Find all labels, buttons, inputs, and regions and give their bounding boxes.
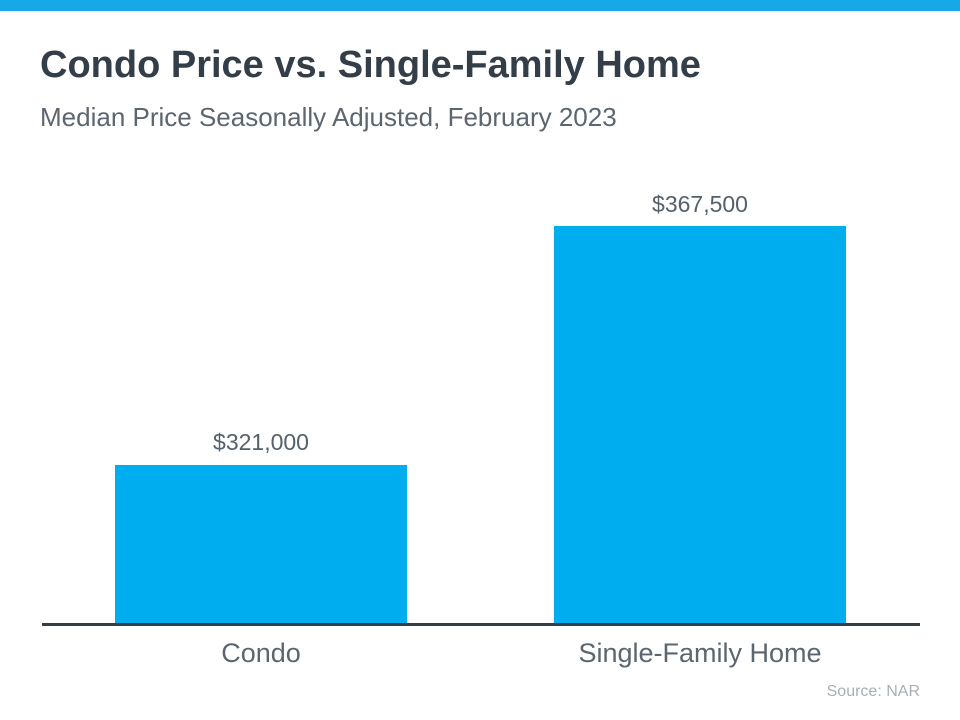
category-label-single-family: Single-Family Home: [578, 638, 822, 668]
bar-value-label-condo: $321,000: [213, 429, 309, 455]
top-accent-bar: [0, 0, 960, 11]
source-note: Source: NAR: [826, 683, 920, 700]
bar-value-label-single-family: $367,500: [652, 191, 748, 217]
page-title: Condo Price vs. Single-Family Home: [40, 44, 701, 86]
bar-condo: [115, 465, 407, 623]
category-label-condo: Condo: [221, 638, 301, 668]
page-subtitle: Median Price Seasonally Adjusted, Februa…: [40, 102, 617, 132]
bar-single-family: [554, 226, 846, 623]
x-axis-line: [42, 623, 920, 626]
